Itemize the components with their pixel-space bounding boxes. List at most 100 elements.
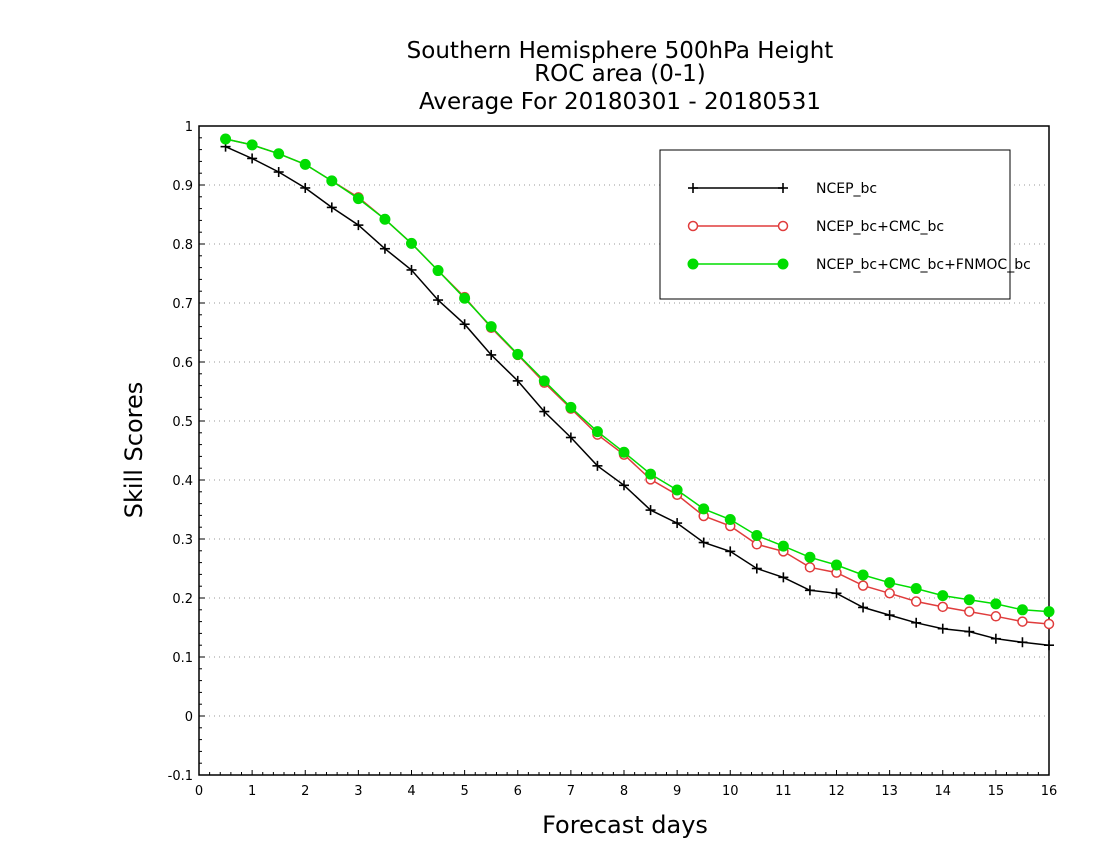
title-line-3: Average For 20180301 - 20180531 (419, 89, 821, 115)
data-point (1043, 618, 1055, 630)
x-tick-label-10: 10 (722, 784, 739, 799)
data-point (565, 432, 576, 443)
data-point (910, 583, 922, 595)
data-point (831, 559, 842, 571)
data-point (778, 572, 789, 583)
data-point (619, 480, 629, 491)
data-point (804, 585, 815, 596)
x-axis-label: Forecast days (542, 811, 708, 839)
y-tick-label-9: 0.8 (172, 238, 193, 253)
legend-marker (687, 220, 699, 232)
data-point (406, 237, 417, 249)
x-tick-label-0: 0 (195, 784, 203, 799)
y-tick-label-10: 0.9 (172, 179, 193, 194)
data-point (379, 243, 390, 254)
data-point (379, 213, 391, 225)
data-point (459, 319, 470, 330)
data-point (698, 503, 710, 515)
data-point (592, 460, 603, 471)
x-tick-label-16: 16 (1041, 784, 1058, 799)
data-point (539, 406, 550, 417)
x-tick-label-9: 9 (673, 784, 681, 799)
data-point (406, 264, 417, 275)
y-axis-label: Skill Scores (120, 382, 148, 519)
data-point (937, 590, 949, 602)
series-line-0 (225, 146, 1050, 646)
data-point (432, 265, 444, 277)
data-point (857, 580, 869, 591)
data-point (459, 292, 471, 304)
series-2 (220, 133, 1055, 618)
series-lines (220, 133, 1055, 651)
data-point (937, 601, 948, 613)
data-point (591, 426, 603, 438)
data-point (1016, 604, 1028, 616)
legend-label-2: NCEP_bc+CMC_bc+FNMOC_bc (816, 257, 1031, 273)
data-point (857, 569, 869, 581)
legend-marker (688, 183, 698, 193)
legend-marker (778, 183, 788, 193)
x-tick-label-5: 5 (460, 784, 468, 799)
legend-label-1: NCEP_bc+CMC_bc (816, 219, 944, 235)
legend-entry-2: NCEP_bc+CMC_bc+FNMOC_bc (687, 257, 1031, 273)
y-tick-label-1: 0 (185, 710, 193, 725)
data-point (884, 588, 895, 599)
x-tick-label-15: 15 (988, 784, 1005, 799)
data-point (964, 626, 975, 637)
y-tick-label-8: 0.7 (172, 297, 193, 312)
x-tick-label-1: 1 (248, 784, 256, 799)
data-point (512, 375, 523, 386)
data-point (538, 375, 550, 387)
x-tick-label-13: 13 (881, 784, 898, 799)
legend-label-0: NCEP_bc (816, 181, 877, 197)
data-point (725, 546, 736, 557)
grid (199, 184, 1049, 717)
data-point (247, 153, 258, 164)
chart-title: Southern Hemisphere 500hPa Height ROC ar… (407, 38, 834, 115)
legend-marker (687, 258, 699, 270)
legend-entry-1: NCEP_bc+CMC_bc (687, 219, 944, 235)
data-point (645, 468, 657, 480)
data-point (831, 588, 842, 599)
data-point (751, 539, 763, 550)
data-point (698, 537, 709, 548)
data-point (884, 577, 896, 589)
y-tick-label-6: 0.5 (172, 415, 193, 430)
data-point (486, 349, 497, 360)
data-point (220, 133, 232, 145)
y-tick-label-2: 0.1 (172, 651, 193, 666)
x-tick-label-6: 6 (514, 784, 522, 799)
y-tick-label-11: 1 (185, 120, 193, 135)
x-tick-label-12: 12 (828, 784, 845, 799)
data-point (326, 175, 338, 187)
legend-entry-0: NCEP_bc (688, 181, 877, 197)
data-point (990, 611, 1002, 622)
legend-box (659, 149, 1011, 300)
y-tick-label-3: 0.2 (172, 592, 193, 607)
series-0 (220, 141, 1054, 651)
data-point (1017, 616, 1028, 627)
x-tick-label-3: 3 (354, 784, 362, 799)
data-point (804, 562, 816, 573)
data-point (485, 321, 497, 333)
data-point (512, 348, 524, 360)
data-point (246, 139, 258, 151)
data-point (990, 598, 1002, 610)
data-point (672, 518, 683, 529)
data-point (777, 540, 789, 552)
data-point (937, 623, 948, 634)
y-tick-label-5: 0.4 (172, 474, 193, 489)
title-line-1: Southern Hemisphere 500hPa Height (407, 38, 834, 64)
data-point (858, 602, 869, 613)
data-point (751, 529, 763, 541)
data-point (751, 563, 762, 574)
data-point (804, 551, 816, 563)
x-tick-label-4: 4 (407, 784, 415, 799)
data-point (326, 202, 337, 213)
x-tick-label-8: 8 (620, 784, 628, 799)
data-point (273, 167, 284, 178)
data-point (910, 596, 922, 607)
data-point (565, 401, 577, 413)
x-tick-label-14: 14 (934, 784, 951, 799)
